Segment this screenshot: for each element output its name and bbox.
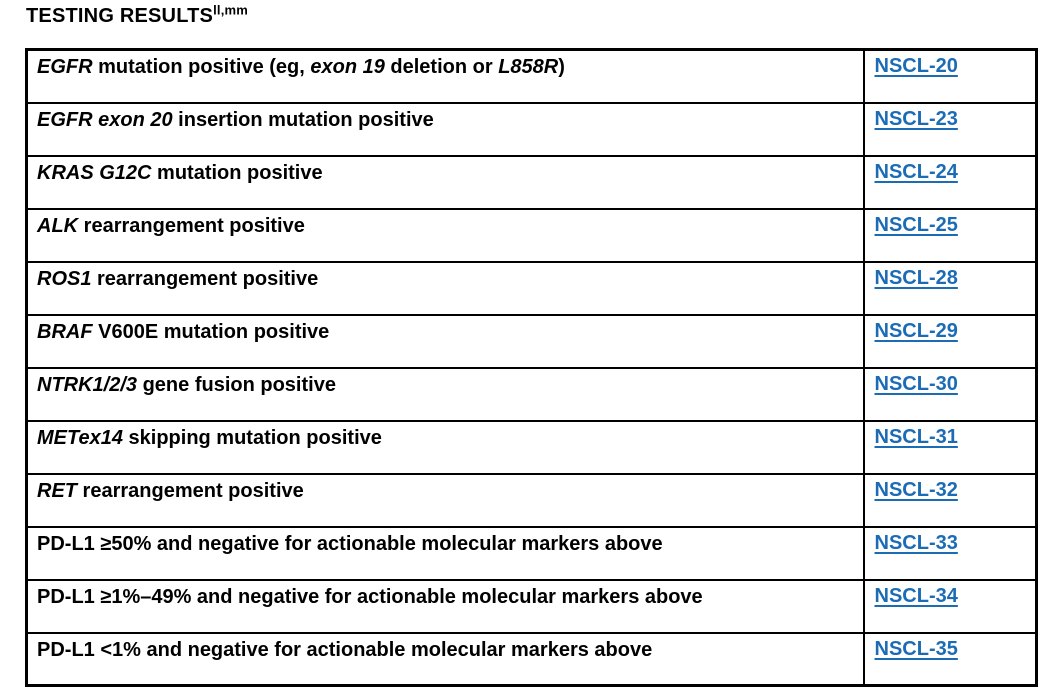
link-cell: NSCL-33 — [862, 525, 1038, 581]
table-row: NTRK1/2/3 gene fusion positive NSCL-30 — [25, 366, 1038, 422]
nscl-page-link[interactable]: NSCL-24 — [874, 160, 958, 183]
gene-name-text: RET — [37, 479, 77, 502]
gene-name-text: ROS1 — [37, 267, 92, 290]
test-result-description: EGFR mutation positive (eg, exon 19 dele… — [25, 48, 865, 104]
gene-name-text: NTRK1/2/3 — [37, 373, 138, 396]
link-cell: NSCL-28 — [862, 260, 1038, 316]
nscl-page-link[interactable]: NSCL-33 — [874, 531, 958, 554]
description-text: rearrangement positive — [78, 214, 305, 237]
gene-name-text: exon 19 — [310, 56, 385, 78]
gene-name-text: METex14 — [37, 426, 123, 449]
test-result-description: KRAS G12C mutation positive — [25, 154, 865, 210]
description-text: rearrangement positive — [91, 267, 319, 290]
link-cell: NSCL-30 — [862, 366, 1038, 422]
nscl-page-link[interactable]: NSCL-25 — [874, 213, 958, 236]
page-title-text: TESTING RESULTS — [26, 5, 214, 27]
description-text: skipping mutation positive — [122, 426, 382, 449]
test-result-description: ALK rearrangement positive — [25, 207, 865, 263]
test-result-description: BRAF V600E mutation positive — [25, 313, 865, 369]
testing-results-table: EGFR mutation positive (eg, exon 19 dele… — [25, 48, 1038, 687]
test-result-description: PD-L1 ≥50% and negative for actionable m… — [25, 525, 865, 581]
nscl-page-link[interactable]: NSCL-23 — [874, 107, 958, 130]
link-cell: NSCL-35 — [862, 631, 1038, 687]
link-cell: NSCL-31 — [862, 419, 1038, 475]
description-text: ) — [558, 56, 565, 78]
gene-name-text: BRAF — [37, 320, 93, 343]
nscl-page-link[interactable]: NSCL-20 — [874, 55, 958, 77]
nscl-page-link[interactable]: NSCL-31 — [874, 425, 958, 448]
table-row: PD-L1 <1% and negative for actionable mo… — [25, 631, 1038, 687]
testing-results-table-body: EGFR mutation positive (eg, exon 19 dele… — [25, 48, 1038, 687]
description-text: mutation positive (eg, — [92, 56, 311, 78]
table-row: ALK rearrangement positive NSCL-25 — [25, 207, 1038, 263]
link-cell: NSCL-34 — [862, 578, 1038, 634]
test-result-description: NTRK1/2/3 gene fusion positive — [25, 366, 865, 422]
gene-name-text: EGFR — [37, 56, 93, 78]
description-text: mutation positive — [151, 161, 323, 184]
table-row: KRAS G12C mutation positive NSCL-24 — [25, 154, 1038, 210]
test-result-description: PD-L1 ≥1%–49% and negative for actionabl… — [25, 578, 865, 634]
link-cell: NSCL-23 — [862, 101, 1038, 157]
description-text: V600E mutation positive — [92, 320, 330, 343]
test-result-description: METex14 skipping mutation positive — [25, 419, 865, 475]
description-text: PD-L1 ≥50% and negative for actionable m… — [37, 532, 663, 555]
link-cell: NSCL-29 — [862, 313, 1038, 369]
table-row: METex14 skipping mutation positive NSCL-3… — [25, 419, 1038, 475]
nscl-page-link[interactable]: NSCL-29 — [874, 319, 958, 342]
description-text: PD-L1 <1% and negative for actionable mo… — [37, 638, 653, 661]
description-text: gene fusion positive — [137, 373, 336, 396]
description-text: insertion mutation positive — [172, 108, 434, 131]
gene-name-text: ALK — [37, 214, 79, 237]
table-row: EGFR exon 20 insertion mutation positive… — [25, 101, 1038, 157]
link-cell: NSCL-25 — [862, 207, 1038, 263]
table-row: BRAF V600E mutation positive NSCL-29 — [25, 313, 1038, 369]
description-text: deletion or — [384, 56, 499, 78]
description-text: PD-L1 ≥1%–49% and negative for actionabl… — [37, 585, 703, 608]
table-row: RET rearrangement positive NSCL-32 — [25, 472, 1038, 528]
table-row: EGFR mutation positive (eg, exon 19 dele… — [25, 48, 1038, 104]
gene-name-text: KRAS G12C — [37, 161, 152, 184]
page-title: TESTING RESULTSll,mm — [26, 2, 249, 28]
footnote-superscript: ll,mm — [213, 2, 249, 18]
link-cell: NSCL-20 — [862, 48, 1038, 104]
test-result-description: EGFR exon 20 insertion mutation positive — [25, 101, 865, 157]
test-result-description: ROS1 rearrangement positive — [25, 260, 865, 316]
link-cell: NSCL-24 — [862, 154, 1038, 210]
test-result-description: PD-L1 <1% and negative for actionable mo… — [25, 631, 865, 687]
table-row: ROS1 rearrangement positive NSCL-28 — [25, 260, 1038, 316]
nscl-page-link[interactable]: NSCL-32 — [874, 478, 958, 501]
table-row: PD-L1 ≥1%–49% and negative for actionabl… — [25, 578, 1038, 634]
gene-name-text: L858R — [498, 56, 559, 78]
nscl-page-link[interactable]: NSCL-34 — [874, 584, 958, 607]
link-cell: NSCL-32 — [862, 472, 1038, 528]
nscl-page-link[interactable]: NSCL-35 — [874, 637, 958, 660]
nscl-page-link[interactable]: NSCL-28 — [874, 266, 958, 289]
gene-name-text: EGFR exon 20 — [37, 108, 173, 131]
nscl-page-link[interactable]: NSCL-30 — [874, 372, 958, 395]
table-row: PD-L1 ≥50% and negative for actionable m… — [25, 525, 1038, 581]
description-text: rearrangement positive — [77, 479, 304, 502]
test-result-description: RET rearrangement positive — [25, 472, 865, 528]
